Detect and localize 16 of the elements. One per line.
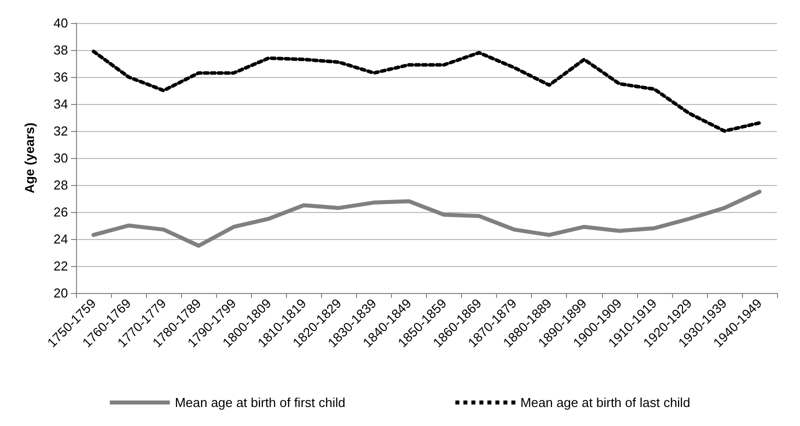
legend-label: Mean age at birth of last child <box>520 395 690 410</box>
legend-label: Mean age at birth of first child <box>174 395 346 410</box>
line-series <box>92 190 762 248</box>
y-tick-label: 20 <box>54 286 68 300</box>
line-series <box>92 50 762 133</box>
y-tick-label: 22 <box>54 258 68 274</box>
y-tick-label: 28 <box>54 178 68 192</box>
y-tick-label: 26 <box>54 204 68 220</box>
y-tick-label: 36 <box>54 70 68 84</box>
y-tick-label: 40 <box>54 16 68 30</box>
y-tick-label: 34 <box>54 96 68 112</box>
y-axis-title: Age (years) <box>22 122 37 194</box>
y-tick-label: 30 <box>54 150 68 166</box>
y-tick-label: 32 <box>54 124 68 138</box>
y-tick-label: 38 <box>54 42 68 58</box>
y-tick-label: 24 <box>54 232 68 246</box>
